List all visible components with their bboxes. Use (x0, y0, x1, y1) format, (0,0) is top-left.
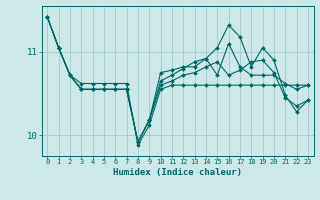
X-axis label: Humidex (Indice chaleur): Humidex (Indice chaleur) (113, 168, 242, 177)
